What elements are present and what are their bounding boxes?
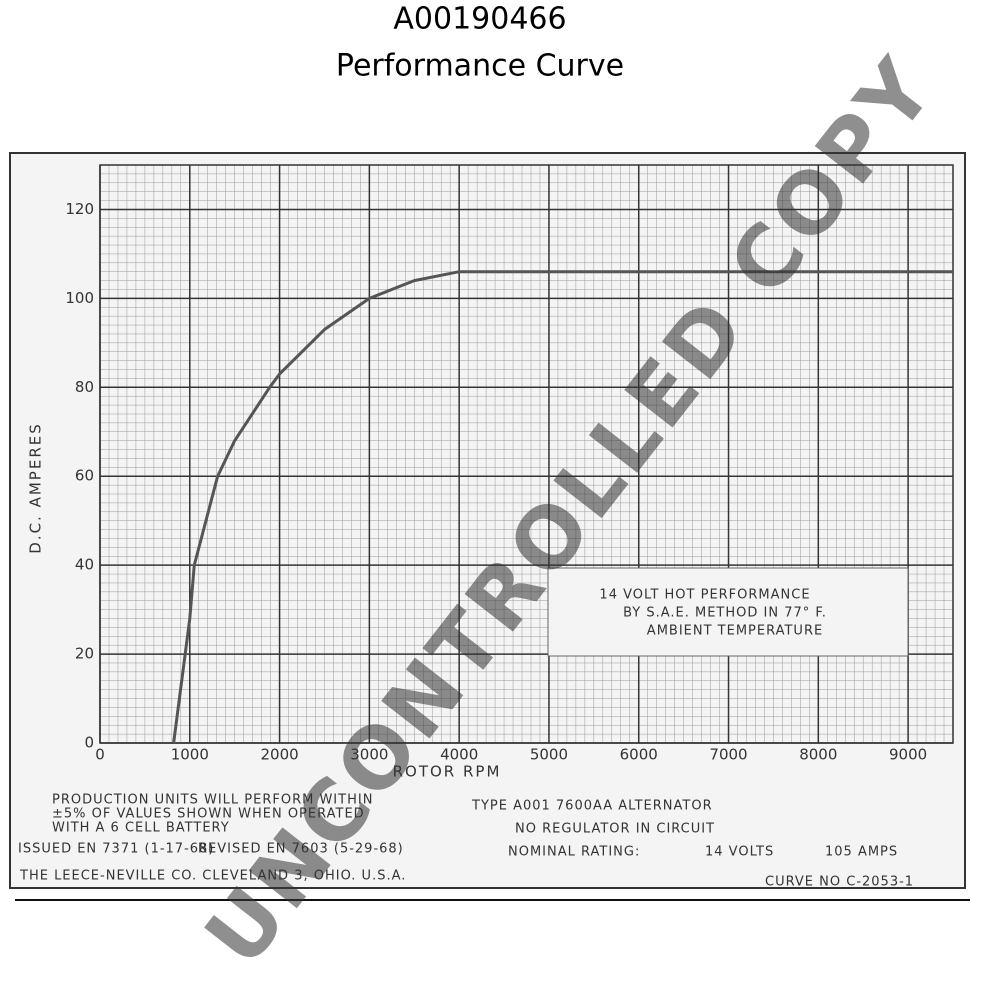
rating-label: NOMINAL RATING:	[508, 845, 640, 860]
x-tick-label: 4000	[440, 746, 478, 764]
curve-no: CURVE NO C-2053-1	[765, 875, 914, 890]
x-tick-label: 1000	[171, 746, 209, 764]
y-tick-label: 40	[75, 556, 94, 574]
x-axis-label: ROTOR RPM	[393, 763, 502, 781]
line-series	[172, 270, 953, 744]
y-tick-label: 80	[75, 378, 94, 396]
x-tick-label: 0	[95, 746, 105, 764]
y-tick-label: 120	[65, 200, 94, 218]
x-tick-label: 3000	[350, 746, 388, 764]
annotation: BY S.A.E. METHOD IN 77° F.	[623, 606, 827, 621]
x-tick-label: 5000	[530, 746, 568, 764]
y-tick-label: 0	[84, 734, 94, 752]
x-tick-label: 2000	[260, 746, 298, 764]
rating-volts: 14 VOLTS	[705, 845, 774, 860]
regulator: NO REGULATOR IN CIRCUIT	[515, 822, 715, 837]
x-tick-label: 8000	[799, 746, 837, 764]
company: THE LEECE-NEVILLE CO. CLEVELAND 3, OHIO.…	[19, 869, 406, 884]
revised: REVISED EN 7603 (5-29-68)	[198, 842, 404, 857]
annotation-box	[547, 567, 909, 657]
type-label: TYPE A001 7600AA ALTERNATOR	[471, 799, 713, 814]
issued: ISSUED EN 7371 (1-17-68)	[18, 842, 214, 857]
x-tick-label: 7000	[709, 746, 747, 764]
y-axis-label: D.C. AMPERES	[27, 422, 45, 553]
x-tick-label: 6000	[620, 746, 658, 764]
plot-grid	[99, 164, 954, 744]
annotation: AMBIENT TEMPERATURE	[647, 624, 823, 639]
chart-subtitle: Performance Curve	[336, 49, 624, 84]
note: PRODUCTION UNITS WILL PERFORM WITHIN	[52, 793, 373, 808]
x-tick-label: 9000	[889, 746, 927, 764]
y-tick-label: 100	[65, 289, 94, 307]
chart-title: A00190466	[393, 2, 566, 37]
y-tick-label: 20	[75, 645, 94, 663]
note: ±5% OF VALUES SHOWN WHEN OPERATED	[52, 807, 365, 822]
rating-amps: 105 AMPS	[825, 845, 898, 860]
note: WITH A 6 CELL BATTERY	[52, 821, 230, 836]
y-tick-label: 60	[75, 467, 94, 485]
annotation: 14 VOLT HOT PERFORMANCE	[599, 588, 810, 603]
